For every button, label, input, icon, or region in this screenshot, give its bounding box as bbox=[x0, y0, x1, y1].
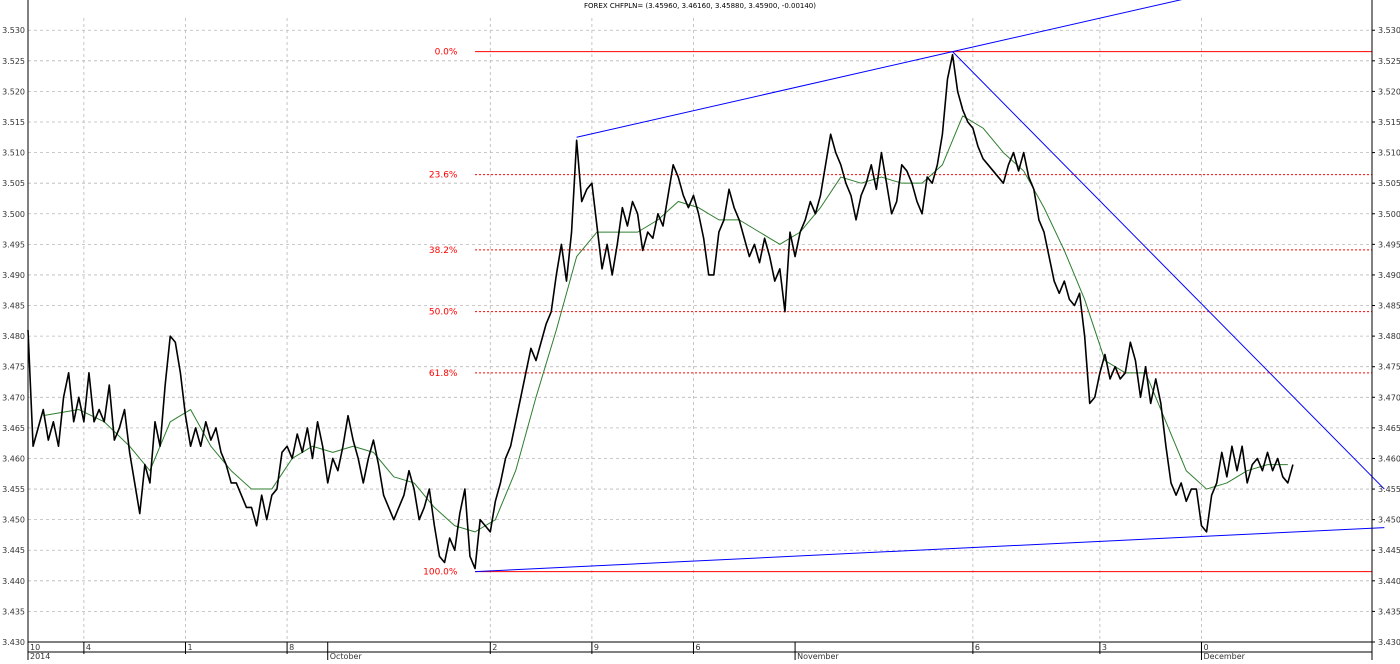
y-tick-label-right: 3.530 bbox=[1378, 26, 1400, 35]
x-tick-label: 10 bbox=[30, 643, 40, 652]
y-tick-label-left: 3.450 bbox=[2, 516, 25, 525]
y-tick-label-left: 3.490 bbox=[2, 271, 25, 280]
y-tick-label-left: 3.430 bbox=[2, 638, 25, 647]
y-tick-label-left: 3.470 bbox=[2, 393, 25, 402]
x-month-label: December bbox=[1203, 652, 1245, 660]
y-tick-label-right: 3.495 bbox=[1378, 240, 1400, 249]
fibonacci-levels: 0.0% 23.6% 38.2% 50.0% 61.8% 100.0% bbox=[423, 48, 1372, 578]
x-tick-label: 9 bbox=[594, 643, 599, 652]
y-tick-label-left: 3.500 bbox=[2, 210, 25, 219]
x-month-label: November bbox=[797, 652, 839, 660]
y-tick-label-left: 3.435 bbox=[2, 607, 25, 616]
y-tick-label-left: 3.510 bbox=[2, 149, 25, 158]
y-tick-label-right: 3.515 bbox=[1378, 118, 1400, 127]
x-month-label: 2014 bbox=[30, 652, 50, 660]
fib-level-label: 50.0% bbox=[429, 308, 458, 318]
trendlines bbox=[475, 0, 1385, 573]
fib-level-label: 61.8% bbox=[429, 369, 458, 379]
y-tick-label-left: 3.530 bbox=[2, 26, 25, 35]
y-tick-label-right: 3.465 bbox=[1378, 424, 1400, 433]
y-tick-label-left: 3.460 bbox=[2, 454, 25, 463]
y-tick-label-right: 3.455 bbox=[1378, 485, 1400, 494]
price-line bbox=[27, 53, 1294, 570]
y-tick-label-right: 3.435 bbox=[1378, 607, 1400, 616]
x-tick-label: 1 bbox=[187, 643, 192, 652]
fib-level-label: 100.0% bbox=[423, 568, 458, 578]
trendline bbox=[475, 527, 1385, 573]
y-tick-label-left: 3.485 bbox=[2, 302, 25, 311]
y-tick-label-right: 3.525 bbox=[1378, 57, 1400, 66]
x-tick-label: 0 bbox=[1203, 643, 1208, 652]
chart-title: FOREX CHFPLN= (3.45960, 3.46160, 3.45880… bbox=[584, 2, 816, 10]
y-tick-label-right: 3.475 bbox=[1378, 363, 1400, 372]
y-tick-label-left: 3.455 bbox=[2, 485, 25, 494]
y-tick-label-right: 3.430 bbox=[1378, 638, 1400, 647]
y-tick-label-right: 3.485 bbox=[1378, 302, 1400, 311]
y-tick-label-left: 3.525 bbox=[2, 57, 25, 66]
y-tick-label-right: 3.470 bbox=[1378, 393, 1400, 402]
y-tick-label-left: 3.445 bbox=[2, 546, 25, 555]
moving-average-line bbox=[43, 115, 1288, 533]
y-tick-label-left: 3.520 bbox=[2, 87, 25, 96]
y-tick-label-right: 3.520 bbox=[1378, 87, 1400, 96]
fib-level-label: 38.2% bbox=[429, 246, 458, 256]
y-tick-label-right: 3.445 bbox=[1378, 546, 1400, 555]
y-tick-label-left: 3.475 bbox=[2, 363, 25, 372]
y-tick-label-right: 3.460 bbox=[1378, 454, 1400, 463]
y-tick-label-left: 3.440 bbox=[2, 577, 25, 586]
x-tick-label: 8 bbox=[289, 643, 294, 652]
x-tick-label: 2 bbox=[492, 643, 497, 652]
y-tick-label-left: 3.465 bbox=[2, 424, 25, 433]
y-tick-label-right: 3.510 bbox=[1378, 149, 1400, 158]
x-tick-label: 3 bbox=[1102, 643, 1107, 652]
y-tick-label-right: 3.450 bbox=[1378, 516, 1400, 525]
x-tick-label: 6 bbox=[975, 643, 980, 652]
y-tick-label-left: 3.505 bbox=[2, 179, 25, 188]
trendline bbox=[952, 51, 1385, 490]
y-tick-label-right: 3.490 bbox=[1378, 271, 1400, 280]
x-tick-label: 6 bbox=[695, 643, 700, 652]
y-tick-label-right: 3.480 bbox=[1378, 332, 1400, 341]
x-month-label: October bbox=[330, 652, 363, 660]
y-tick-label-left: 3.480 bbox=[2, 332, 25, 341]
price-series bbox=[27, 53, 1294, 570]
fib-level-label: 0.0% bbox=[435, 48, 458, 58]
y-tick-label-right: 3.440 bbox=[1378, 577, 1400, 586]
y-tick-label-right: 3.500 bbox=[1378, 210, 1400, 219]
x-tick-label: 4 bbox=[86, 643, 91, 652]
fib-level-label: 23.6% bbox=[429, 171, 458, 181]
y-tick-label-left: 3.495 bbox=[2, 240, 25, 249]
y-tick-label-left: 3.515 bbox=[2, 118, 25, 127]
y-tick-label-right: 3.505 bbox=[1378, 179, 1400, 188]
